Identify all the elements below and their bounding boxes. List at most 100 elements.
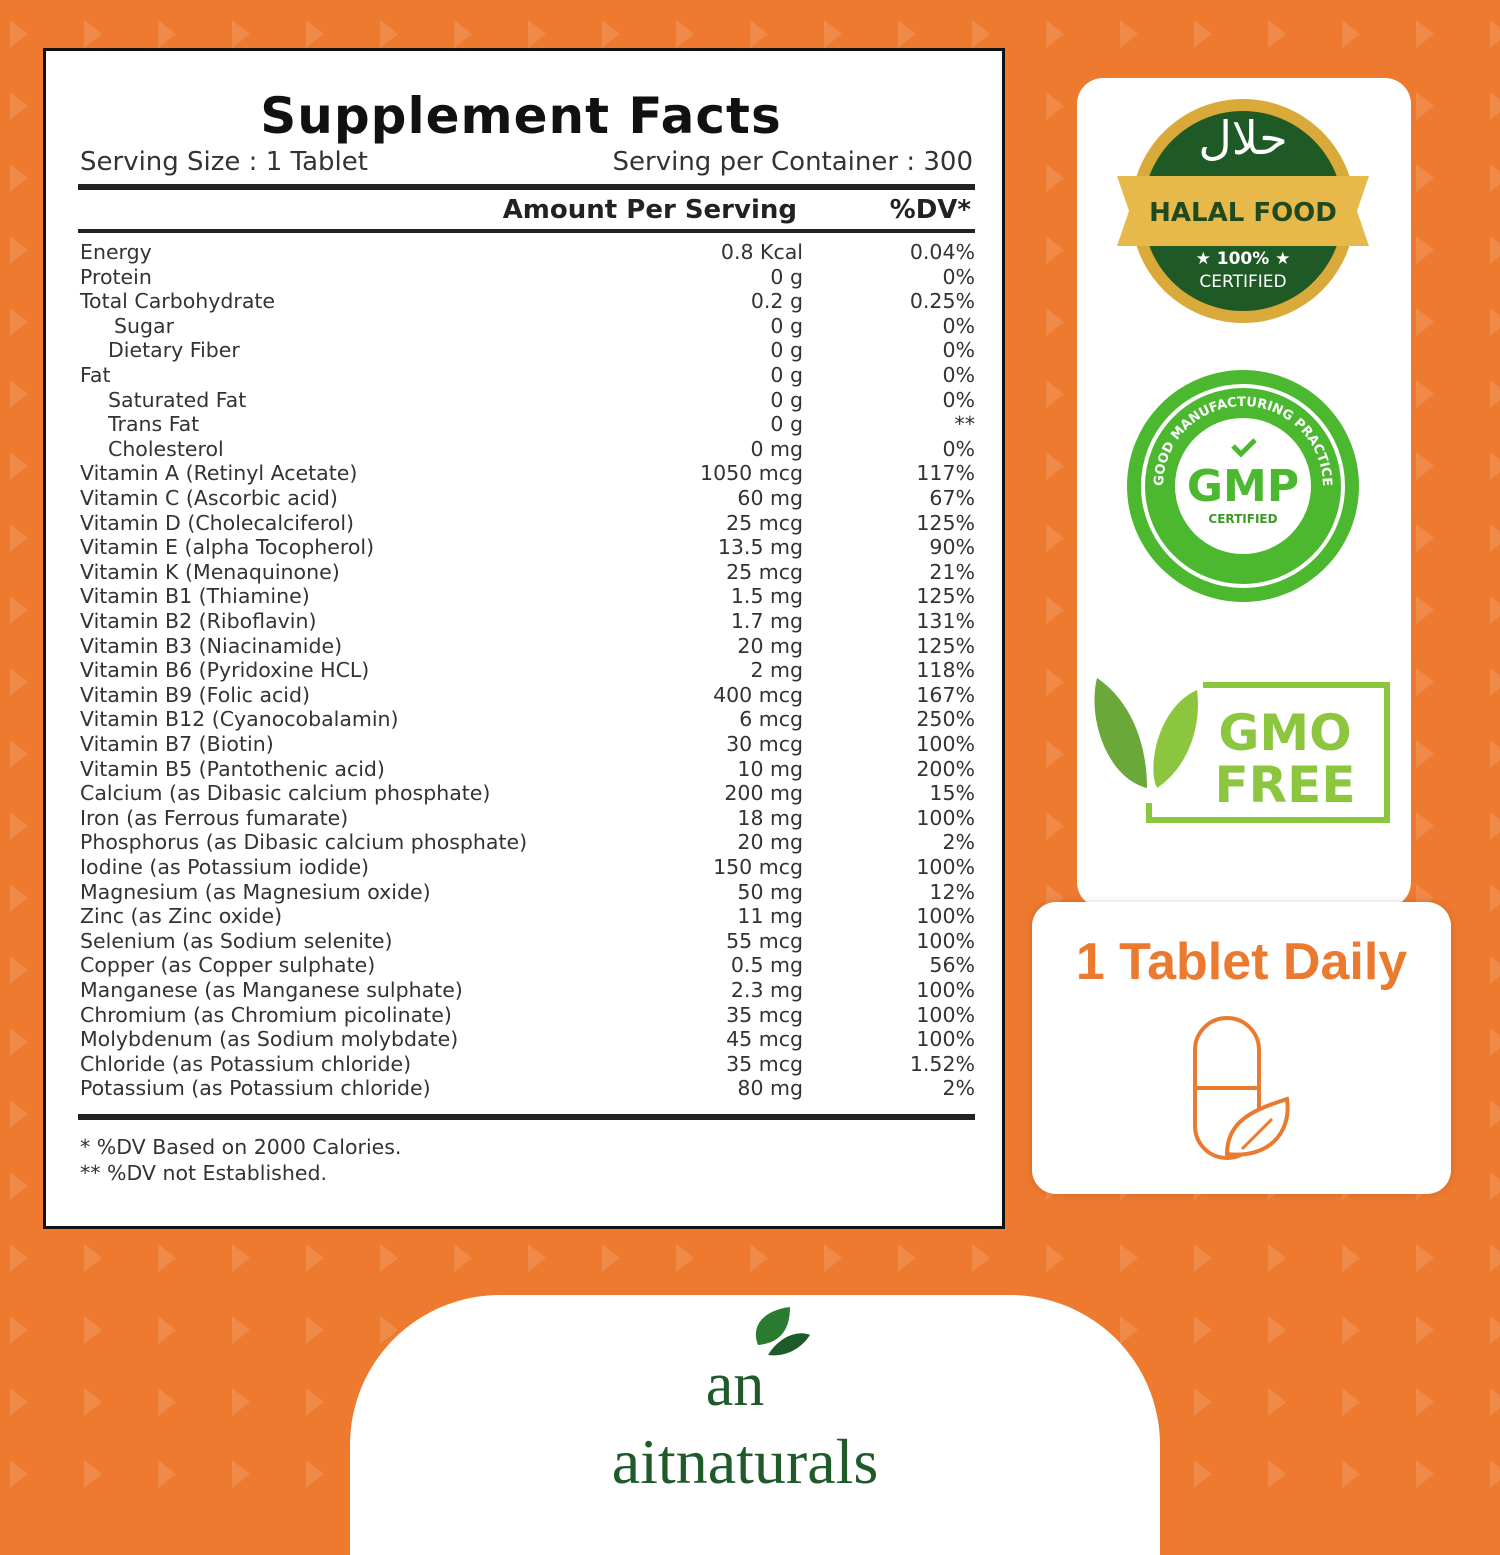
pattern-triangle <box>84 20 102 48</box>
daily-value: 100% <box>916 978 975 1002</box>
pattern-triangle <box>306 1316 324 1344</box>
table-row: Iodine (as Potassium iodide) 150 mcg 100% <box>80 855 975 880</box>
pattern-triangle <box>750 20 768 48</box>
pattern-triangle <box>232 1316 250 1344</box>
amount-per-serving: 0 g <box>770 387 803 412</box>
pattern-triangle <box>1490 1028 1500 1056</box>
daily-value: 100% <box>916 928 975 953</box>
pattern-triangle <box>824 1244 842 1272</box>
halal-arabic: حلال <box>1198 111 1287 165</box>
amount-header: Amount Per Serving <box>502 195 797 225</box>
daily-value: 0.04% <box>909 240 975 264</box>
pattern-triangle <box>1416 740 1434 768</box>
table-row: Vitamin B1 (Thiamine) 1.5 mg 125% <box>80 584 975 609</box>
nutrient-name: Chloride (as Potassium chloride) <box>80 1051 412 1076</box>
halal-percent: ★ 100% ★ <box>1196 249 1291 269</box>
pattern-triangle <box>10 668 28 696</box>
amount-per-serving: 60 mg <box>737 486 803 510</box>
table-row: Chloride (as Potassium chloride) 35 mcg 1.… <box>80 1052 975 1077</box>
pattern-triangle <box>454 20 472 48</box>
table-row: Vitamin E (alpha Tocopherol) 13.5 mg 90% <box>80 535 975 560</box>
pattern-triangle <box>1046 812 1064 840</box>
pattern-triangle <box>1490 812 1500 840</box>
pattern-triangle <box>1490 380 1500 408</box>
table-row: Vitamin B9 (Folic acid) 400 mcg 167% <box>80 683 975 708</box>
daily-value: 0.25% <box>909 289 975 314</box>
daily-value: 131% <box>916 609 975 633</box>
pattern-triangle <box>1046 596 1064 624</box>
nutrient-name: Vitamin B12 (Cyanocobalamin) <box>80 707 399 732</box>
pattern-triangle <box>972 1244 990 1272</box>
amount-per-serving: 50 mg <box>737 879 803 904</box>
certification-card: حلال HALAL FOOD ★ 100% ★ CERTIFIED GOOD … <box>1077 78 1411 908</box>
pattern-triangle <box>1490 1172 1500 1200</box>
leaf-icon <box>768 1333 810 1356</box>
pattern-triangle <box>10 740 28 768</box>
table-row: Vitamin K (Menaquinone) 25 mcg 21% <box>80 560 975 585</box>
pattern-triangle <box>1416 596 1434 624</box>
pattern-triangle <box>1490 1388 1500 1416</box>
pattern-triangle <box>10 236 28 264</box>
pattern-triangle <box>1342 1460 1360 1488</box>
nutrient-name: Vitamin D (Cholecalciferol) <box>80 510 355 535</box>
nutrient-name: Iron (as Ferrous fumarate) <box>80 805 349 830</box>
pattern-triangle <box>1268 1388 1286 1416</box>
brand-logo: an aitnaturals <box>612 1307 879 1497</box>
daily-value: 100% <box>916 805 975 830</box>
gmp-certified: CERTIFIED <box>1208 512 1277 526</box>
pattern-triangle <box>1490 668 1500 696</box>
nutrient-name: Vitamin E (alpha Tocopherol) <box>80 535 375 560</box>
pattern-triangle <box>1490 884 1500 912</box>
brand-name: aitnaturals <box>612 1426 879 1495</box>
dv-header: %DV* <box>889 195 971 225</box>
nutrient-name: Sugar <box>114 313 175 338</box>
pattern-triangle <box>750 1244 768 1272</box>
daily-value: 125% <box>916 633 975 658</box>
footnote: * %DV Based on 2000 Calories. <box>80 1135 402 1159</box>
nutrient-name: Cholesterol <box>108 436 224 461</box>
pattern-triangle <box>1342 1388 1360 1416</box>
pattern-triangle <box>84 1244 102 1272</box>
table-row: Sugar 0 g 0% <box>80 314 975 339</box>
pattern-triangle <box>1490 452 1500 480</box>
nutrient-name: Vitamin B6 (Pyridoxine HCL) <box>80 658 370 683</box>
nutrient-name: Vitamin B3 (Niacinamide) <box>80 633 343 658</box>
pattern-triangle <box>1046 668 1064 696</box>
amount-per-serving: 1.5 mg <box>730 584 803 609</box>
pattern-triangle <box>528 1244 546 1272</box>
gmo-line1: GMO <box>1218 704 1351 762</box>
nutrient-name: Protein <box>80 264 152 289</box>
pattern-triangle <box>1046 92 1064 120</box>
pattern-triangle <box>10 1388 28 1416</box>
gmo-free-badge-icon: GMO FREE <box>1094 678 1390 823</box>
amount-per-serving: 18 mg <box>737 805 803 830</box>
leaf-icon <box>755 1307 790 1345</box>
pattern-triangle <box>1046 1244 1064 1272</box>
pattern-triangle <box>84 1316 102 1344</box>
pattern-triangle <box>10 1316 28 1344</box>
daily-value: 118% <box>916 658 975 683</box>
daily-value: 0% <box>942 313 975 338</box>
pattern-triangle <box>1416 20 1434 48</box>
amount-per-serving: 25 mcg <box>726 559 803 584</box>
pattern-triangle <box>1342 1316 1360 1344</box>
pattern-triangle <box>1046 308 1064 336</box>
pattern-triangle <box>1416 236 1434 264</box>
amount-per-serving: 0 g <box>770 313 803 338</box>
daily-value: 0% <box>942 387 975 412</box>
amount-per-serving: 0 g <box>770 264 803 289</box>
table-row: Cholesterol 0 mg 0% <box>80 437 975 462</box>
daily-value: 56% <box>929 953 975 978</box>
table-row: Vitamin B2 (Riboflavin) 1.7 mg 131% <box>80 609 975 634</box>
pattern-triangle <box>1194 1460 1212 1488</box>
pattern-triangle <box>1342 20 1360 48</box>
amount-per-serving: 2.3 mg <box>730 978 803 1002</box>
pattern-triangle <box>1490 1460 1500 1488</box>
amount-per-serving: 0.5 mg <box>730 953 803 978</box>
daily-value: 167% <box>916 682 975 707</box>
nutrient-name: Selenium (as Sodium selenite) <box>80 928 393 953</box>
daily-value: 2% <box>942 830 975 855</box>
pattern-triangle <box>10 956 28 984</box>
table-row: Trans Fat 0 g ** <box>80 412 975 437</box>
daily-value: 21% <box>929 559 975 584</box>
